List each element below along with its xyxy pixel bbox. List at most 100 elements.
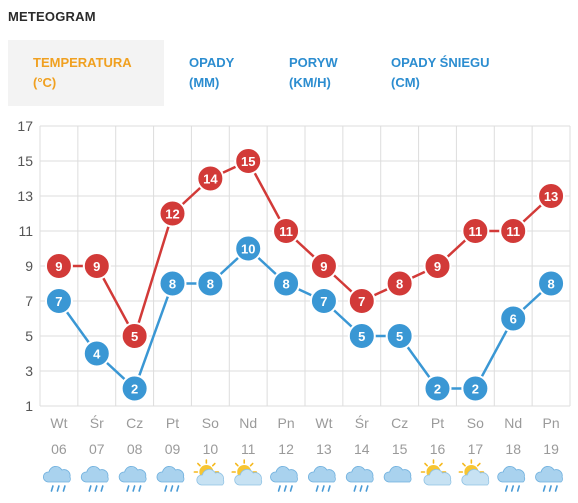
x-tick-date: 12 bbox=[278, 441, 294, 457]
y-tick-label: 3 bbox=[25, 363, 33, 379]
min-temp-marker bbox=[196, 269, 225, 298]
x-tick-day: So bbox=[202, 415, 219, 431]
max-temp-marker bbox=[537, 182, 566, 210]
meteogram-title: METEOGRAM bbox=[8, 9, 96, 24]
y-tick-label: 9 bbox=[25, 258, 33, 274]
tab-poryw-label: PORYW bbox=[289, 55, 338, 70]
min-temp-marker bbox=[385, 322, 414, 350]
x-tick-day: Pt bbox=[431, 415, 444, 431]
cloud-rain-icon bbox=[308, 466, 336, 492]
y-tick-label: 11 bbox=[18, 223, 33, 239]
max-temp-data-label: 14 bbox=[203, 172, 218, 187]
max-temp-data-label: 13 bbox=[544, 189, 558, 204]
min-temp-point: 8 bbox=[158, 269, 187, 298]
sun-cloud-icon bbox=[231, 459, 263, 486]
min-temp-data-label: 4 bbox=[93, 347, 101, 362]
min-temp-point: 6 bbox=[499, 304, 528, 333]
y-tick-label: 1 bbox=[25, 398, 33, 414]
max-temp-marker bbox=[309, 252, 338, 280]
min-temp-data-label: 2 bbox=[131, 382, 138, 397]
x-tick-day: Wt bbox=[315, 415, 332, 431]
x-tick-date: 06 bbox=[51, 441, 67, 457]
x-axis-labels: Wt 06 Śr 07 Cz 08 Pt 09 So 10 Nd 11 Pn 12 Wt 13 Śr 14 Cz 15… bbox=[50, 414, 559, 457]
x-tick-day: Pn bbox=[278, 415, 295, 431]
tab-poryw[interactable]: PORYW (KM/H) bbox=[264, 40, 366, 106]
min-temp-marker bbox=[499, 304, 528, 333]
min-temp-point: 4 bbox=[82, 339, 111, 368]
max-temp-data-label: 9 bbox=[55, 259, 62, 274]
max-temp-data-label: 7 bbox=[358, 294, 365, 309]
cloud-rain-icon bbox=[43, 466, 71, 492]
tab-opady-sniegu-unit: (CM) bbox=[391, 75, 420, 90]
y-tick-label: 15 bbox=[17, 153, 33, 169]
tab-opady-sniegu-label: OPADY ŚNIEGU bbox=[391, 55, 490, 70]
cloud-rain-icon bbox=[118, 466, 147, 492]
max-temp-data-label: 9 bbox=[93, 259, 100, 274]
min-temp-marker bbox=[537, 269, 566, 298]
tab-temperatura-label: TEMPERATURA bbox=[33, 55, 132, 70]
x-tick-day: Cz bbox=[391, 415, 408, 431]
max-temp-point: 8 bbox=[385, 269, 414, 298]
tab-temperatura[interactable]: TEMPERATURA (°C) bbox=[8, 40, 164, 106]
min-temp-data-label: 8 bbox=[169, 277, 176, 292]
x-tick-date: 16 bbox=[430, 441, 446, 457]
max-temp-point: 9 bbox=[309, 252, 338, 280]
max-temp-point: 15 bbox=[234, 147, 263, 175]
max-temp-point: 9 bbox=[82, 252, 111, 280]
min-temp-point: 8 bbox=[272, 269, 301, 298]
min-temp-marker bbox=[234, 234, 263, 263]
min-temp-marker bbox=[82, 339, 111, 368]
min-temp-data-label: 8 bbox=[207, 277, 214, 292]
x-tick-date: 14 bbox=[354, 441, 370, 457]
cloud-icon bbox=[383, 466, 412, 483]
min-temp-marker bbox=[309, 287, 338, 315]
x-tick-day: Nd bbox=[239, 415, 257, 431]
y-tick-label: 17 bbox=[17, 118, 33, 134]
x-tick-day: Pn bbox=[543, 415, 560, 431]
meteogram-tabs: TEMPERATURA (°C) OPADY (MM) PORYW (KM/H)… bbox=[8, 40, 578, 106]
x-tick-day: Wt bbox=[50, 415, 67, 431]
x-tick-day: Śr bbox=[355, 414, 369, 431]
min-temp-point: 7 bbox=[309, 287, 338, 315]
max-temp-point: 9 bbox=[44, 252, 73, 280]
max-temp-marker bbox=[196, 164, 225, 193]
x-tick-date: 10 bbox=[203, 441, 219, 457]
max-temp-data-label: 8 bbox=[396, 277, 403, 292]
max-temp-data-label: 12 bbox=[165, 207, 179, 222]
max-temp-data-label: 15 bbox=[241, 154, 255, 169]
cloud-rain-icon bbox=[270, 466, 298, 492]
tab-poryw-unit: (KM/H) bbox=[289, 75, 331, 90]
tab-opady-label: OPADY bbox=[189, 55, 235, 70]
y-tick-label: 5 bbox=[25, 328, 33, 344]
min-temp-point: 8 bbox=[537, 269, 566, 298]
max-temp-data-label: 9 bbox=[320, 259, 327, 274]
min-temp-data-label: 7 bbox=[55, 294, 62, 309]
x-tick-date: 11 bbox=[241, 441, 256, 457]
sun-cloud-icon bbox=[458, 459, 490, 486]
y-tick-label: 13 bbox=[17, 188, 33, 204]
min-temp-point: 8 bbox=[196, 269, 225, 298]
max-temp-point: 14 bbox=[196, 164, 225, 193]
max-temp-point: 11 bbox=[461, 217, 490, 245]
max-temp-marker bbox=[82, 252, 111, 280]
min-temp-point: 2 bbox=[423, 374, 452, 403]
min-temp-data-label: 2 bbox=[472, 382, 479, 397]
sun-cloud-icon bbox=[193, 459, 225, 486]
cloud-rain-icon bbox=[497, 466, 526, 492]
tab-opady[interactable]: OPADY (MM) bbox=[164, 40, 264, 106]
max-temp-data-label: 5 bbox=[131, 329, 138, 344]
min-temp-data-label: 7 bbox=[320, 294, 327, 309]
min-temp-point: 2 bbox=[120, 374, 149, 403]
min-temp-point: 5 bbox=[347, 322, 376, 350]
x-tick-date: 17 bbox=[468, 441, 484, 457]
x-tick-day: Nd bbox=[504, 415, 522, 431]
max-temp-point: 12 bbox=[158, 199, 187, 228]
min-temp-point: 5 bbox=[385, 322, 414, 350]
y-tick-label: 7 bbox=[25, 293, 33, 309]
max-temp-marker bbox=[423, 252, 452, 280]
max-temp-data-label: 11 bbox=[468, 224, 482, 239]
x-tick-day: So bbox=[467, 415, 484, 431]
tab-opady-sniegu[interactable]: OPADY ŚNIEGU (CM) bbox=[366, 40, 526, 106]
